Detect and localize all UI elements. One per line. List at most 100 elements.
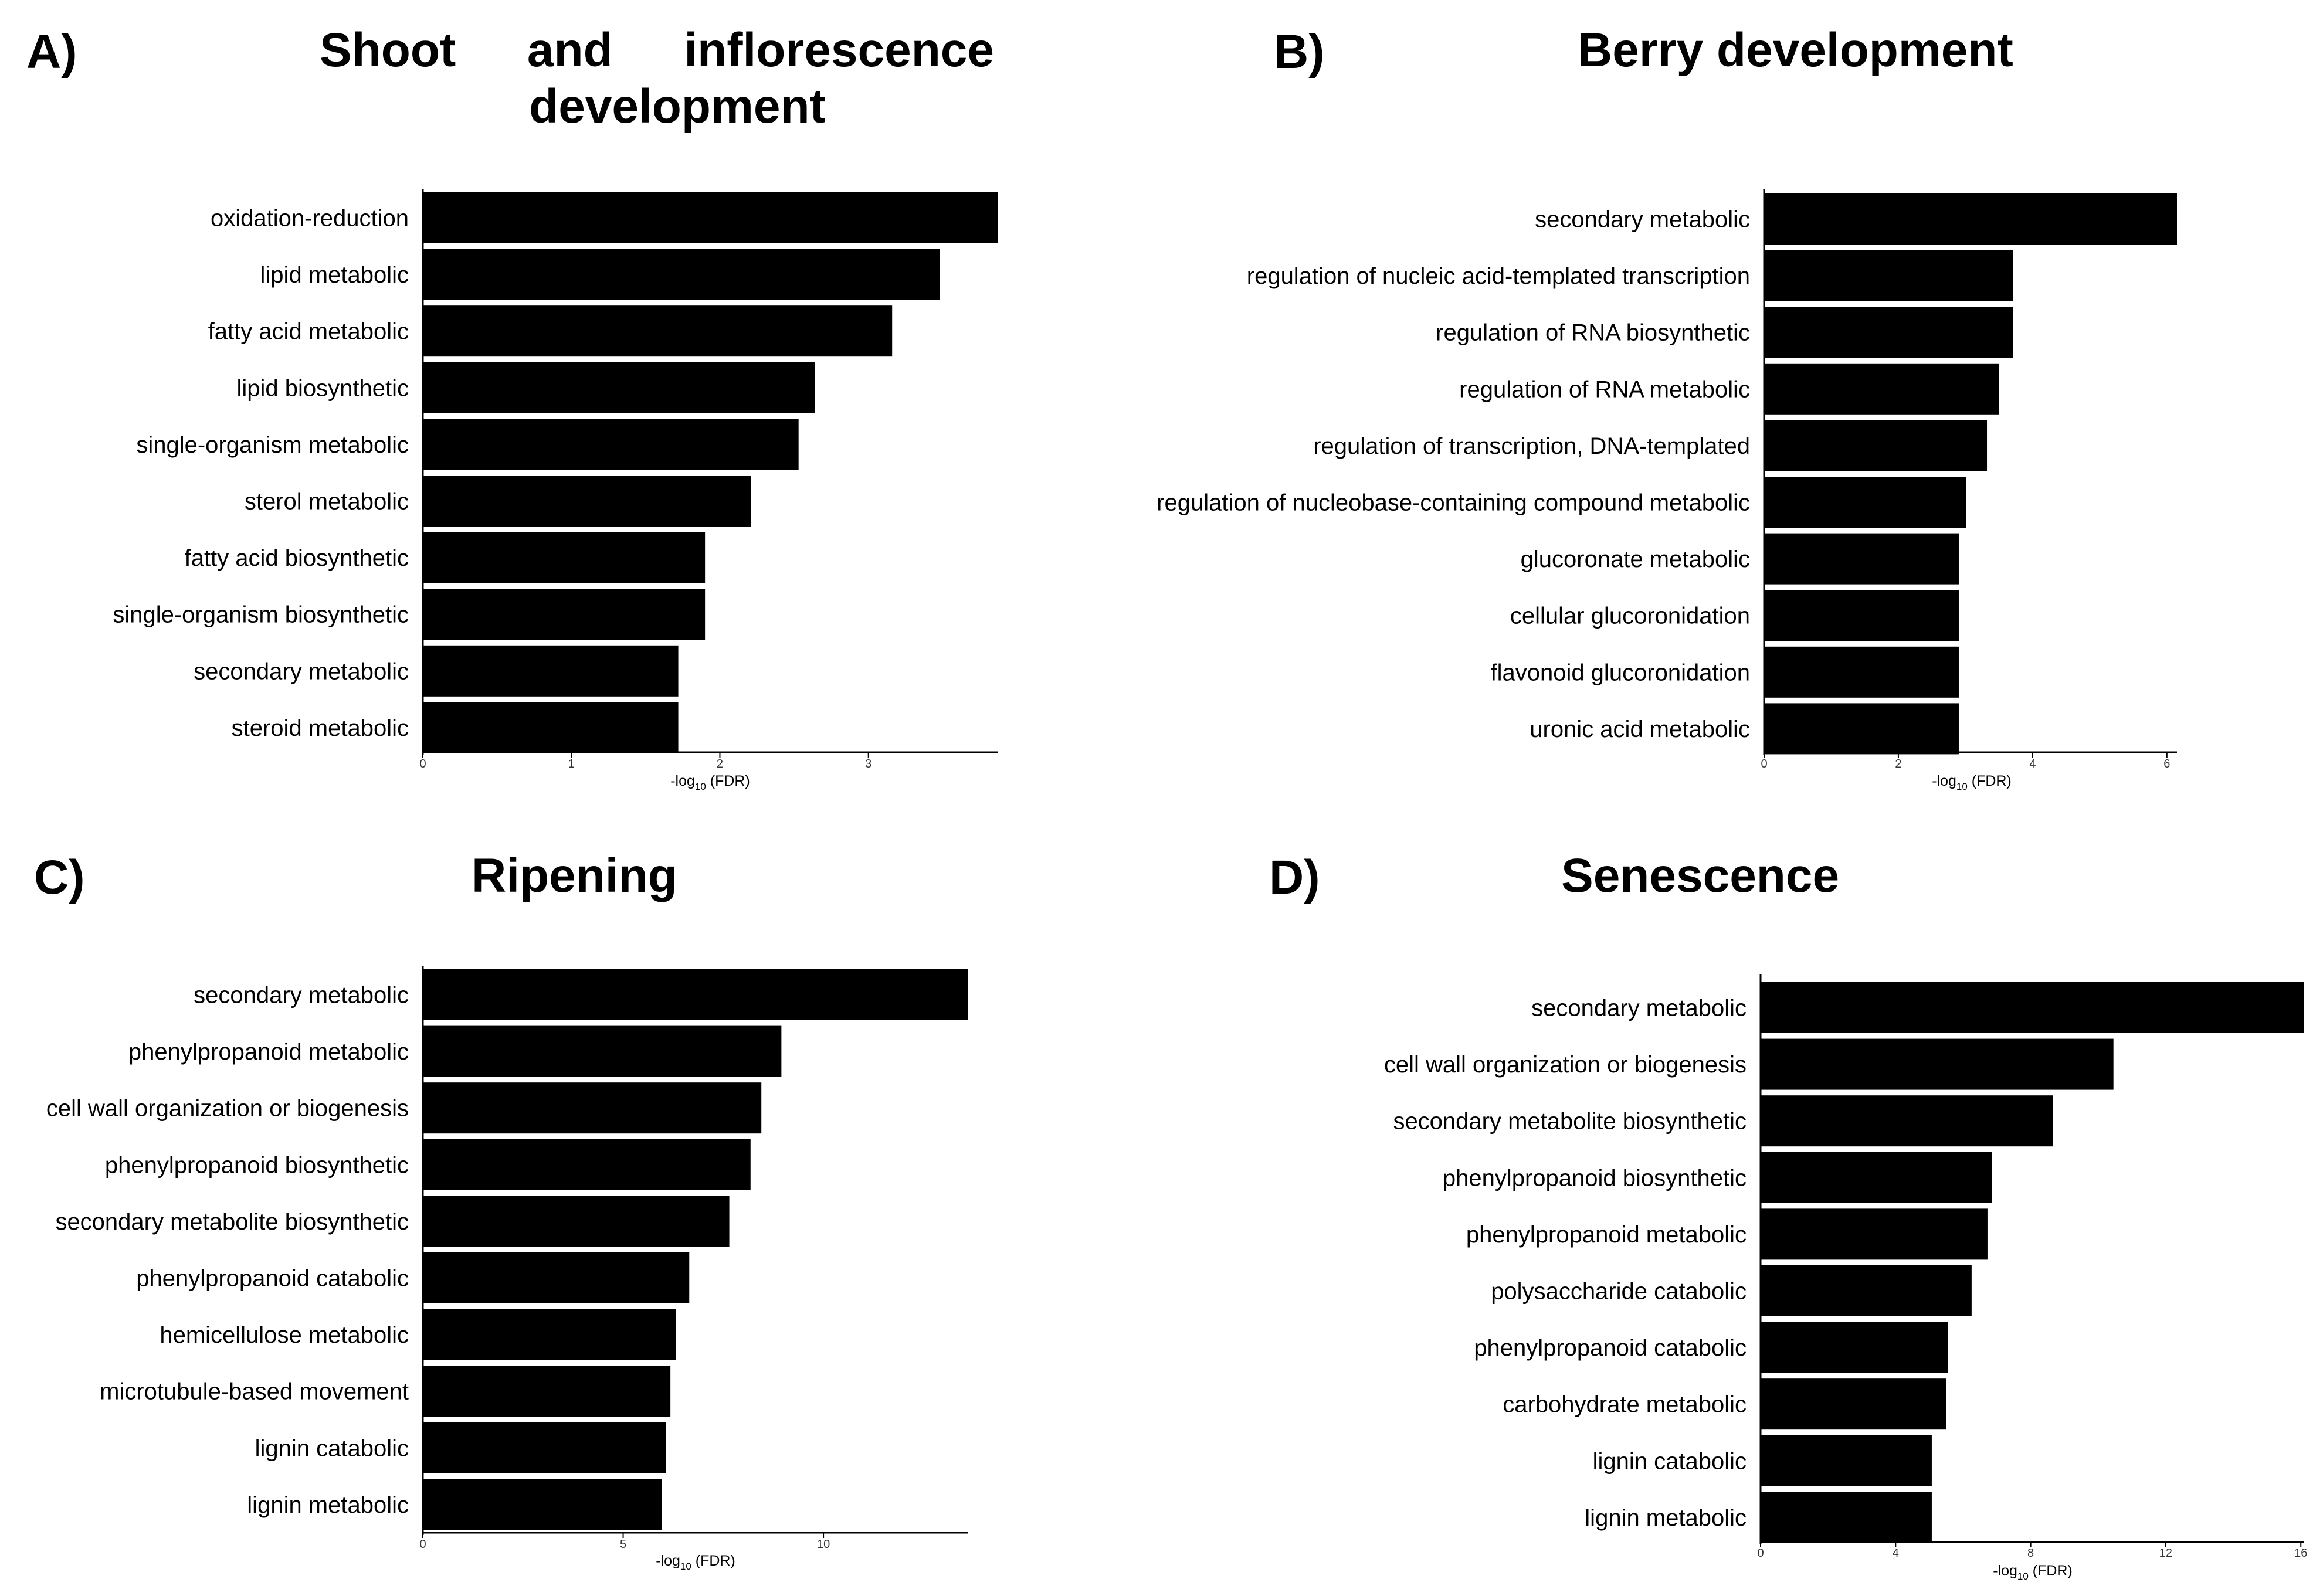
panel-d-bar-8 xyxy=(1761,1378,1946,1430)
panel-d-category-label-6: polysaccharide catabolic xyxy=(1491,1279,1747,1305)
panel-c-category-label-2: phenylpropanoid metabolic xyxy=(128,1039,409,1065)
panel-c-chart: secondary metabolic phenylpropanoid metab… xyxy=(46,966,968,1572)
panel-d-bar-1 xyxy=(1761,982,2304,1033)
panel-c-bar-7 xyxy=(423,1309,676,1360)
panel-b-bar-2 xyxy=(1764,250,2013,301)
panel-a-category-label-6: sterol metabolic xyxy=(245,489,409,515)
panel-a-bar-6 xyxy=(423,476,751,527)
panel-b-letter: B) xyxy=(1274,25,1325,79)
panel-a-category-label-9: secondary metabolic xyxy=(194,658,409,684)
panel-b-x-tick-label-2: 2 xyxy=(1895,758,1901,770)
panel-c-bar-3 xyxy=(423,1082,762,1134)
panel-b-category-label-10: uronic acid metabolic xyxy=(1530,716,1750,742)
panel-b-category-label-8: cellular glucoronidation xyxy=(1510,603,1750,629)
panel-d-bar-10 xyxy=(1761,1492,1932,1543)
panel-a-bar-5 xyxy=(423,419,799,470)
panel-b-category-label-3: regulation of RNA biosynthetic xyxy=(1436,320,1750,346)
panel-a-bar-7 xyxy=(423,532,706,583)
panel-a-bar-4 xyxy=(423,362,815,413)
panel-a-title-line-1: Shoot and inflorescence xyxy=(320,23,994,77)
panel-a-bar-10 xyxy=(423,702,679,753)
panel-b-x-tick-label-4: 6 xyxy=(2163,758,2170,770)
panel-d-bar-2 xyxy=(1761,1038,2114,1090)
panel-a-letter: A) xyxy=(26,25,77,79)
panel-b-category-label-4: regulation of RNA metabolic xyxy=(1459,376,1750,402)
panel-b-category-label-5: regulation of transcription, DNA-templat… xyxy=(1313,433,1750,459)
panel-d-bar-3 xyxy=(1761,1095,2053,1147)
panel-d-bar-5 xyxy=(1761,1208,1988,1260)
panel-c-category-label-5: secondary metabolite biosynthetic xyxy=(55,1209,409,1235)
panel-b-bar-5 xyxy=(1764,420,1988,471)
panel-c-bar-5 xyxy=(423,1196,730,1247)
panel-d-category-label-2: cell wall organization or biogenesis xyxy=(1384,1052,1747,1078)
panel-b-bar-4 xyxy=(1764,363,1999,415)
panel-c-x-tick-label-3: 10 xyxy=(817,1538,830,1551)
panel-a-title: Shoot and inflorescence development xyxy=(320,22,994,135)
panel-c-bar-8 xyxy=(423,1366,671,1417)
panel-a-x-axis-title: -log10 (FDR) xyxy=(670,773,750,792)
panel-d-x-tick-label-3: 8 xyxy=(2027,1547,2034,1560)
panel-a-x-tick-label-1: 0 xyxy=(419,758,426,770)
panel-c-bar-4 xyxy=(423,1139,751,1190)
panel-c-x-tick-label-2: 5 xyxy=(620,1538,626,1551)
panel-c-category-label-4: phenylpropanoid biosynthetic xyxy=(105,1152,409,1178)
panel-a-bar-3 xyxy=(423,305,893,357)
panel-b-category-label-9: flavonoid glucoronidation xyxy=(1490,660,1750,685)
panel-a-category-label-7: fatty acid biosynthetic xyxy=(185,545,409,571)
panel-a-title-line-2: development xyxy=(529,80,826,133)
panel-a-x-tick-label-2: 1 xyxy=(568,758,575,770)
panel-a-category-label-5: single-organism metabolic xyxy=(136,432,409,458)
panel-d-bar-9 xyxy=(1761,1435,1932,1486)
panel-c-category-label-1: secondary metabolic xyxy=(194,983,409,1008)
panel-d-category-label-10: lignin metabolic xyxy=(1585,1505,1747,1531)
panel-b-title: Berry development xyxy=(1578,23,2013,77)
panel-d-category-label-3: secondary metabolite biosynthetic xyxy=(1393,1109,1747,1135)
panel-c-category-label-3: cell wall organization or biogenesis xyxy=(46,1096,409,1122)
panel-d-x-tick-label-5: 16 xyxy=(2294,1547,2307,1560)
panel-a-x-tick-label-4: 3 xyxy=(865,758,871,770)
panel-d-category-label-1: secondary metabolic xyxy=(1531,996,1747,1021)
panel-c-category-label-10: lignin metabolic xyxy=(247,1492,409,1518)
panel-a-bar-1 xyxy=(423,192,998,243)
panel-a-category-label-10: steroid metabolic xyxy=(232,715,409,741)
panel-c-category-label-9: lignin catabolic xyxy=(255,1435,409,1461)
panel-b-category-label-7: glucoronate metabolic xyxy=(1521,546,1750,572)
panel-b-bar-6 xyxy=(1764,477,1966,528)
panel-d-category-label-9: lignin catabolic xyxy=(1593,1448,1747,1474)
panel-c-x-tick-label-1: 0 xyxy=(419,1538,426,1551)
panel-b-category-label-6: regulation of nucleobase-containing comp… xyxy=(1157,490,1750,516)
panel-b-category-label-2: regulation of nucleic acid-templated tra… xyxy=(1247,263,1750,289)
panel-a-chart: oxidation-reduction lipid metabolic fatty … xyxy=(113,189,998,792)
panel-d-bar-4 xyxy=(1761,1152,1992,1203)
panel-a-bar-2 xyxy=(423,249,940,300)
panel-d-category-label-8: carbohydrate metabolic xyxy=(1503,1392,1747,1418)
panel-d-x-tick-label-2: 4 xyxy=(1893,1547,1899,1560)
panel-a-x-tick-label-3: 2 xyxy=(717,758,723,770)
panel-b-x-tick-label-3: 4 xyxy=(2029,758,2036,770)
panel-a-category-label-1: oxidation-reduction xyxy=(211,206,409,232)
panel-c-title: Ripening xyxy=(472,849,677,902)
panel-b-x-axis-title: -log10 (FDR) xyxy=(1932,773,2012,792)
panel-c-x-axis-title: -log10 (FDR) xyxy=(656,1553,735,1572)
panel-c-category-label-8: microtubule-based movement xyxy=(100,1379,409,1405)
panel-b-bar-1 xyxy=(1764,193,2177,245)
panel-c-bar-9 xyxy=(423,1422,666,1473)
panel-b-category-label-1: secondary metabolic xyxy=(1535,207,1750,233)
panel-a-bar-8 xyxy=(423,589,706,640)
panel-d-title: Senescence xyxy=(1561,849,1840,902)
panel-d-category-label-5: phenylpropanoid metabolic xyxy=(1466,1222,1747,1248)
panel-c-bar-10 xyxy=(423,1479,662,1530)
panel-c-category-label-7: hemicellulose metabolic xyxy=(160,1322,409,1348)
panel-a-category-label-2: lipid metabolic xyxy=(260,262,409,288)
panel-b-bar-3 xyxy=(1764,307,2013,358)
panel-d-x-tick-label-4: 12 xyxy=(2159,1547,2172,1560)
panel-c-bar-6 xyxy=(423,1252,690,1303)
panel-a-category-label-3: fatty acid metabolic xyxy=(208,319,409,345)
panel-d-x-axis-title: -log10 (FDR) xyxy=(1993,1563,2073,1582)
panel-d-bar-6 xyxy=(1761,1265,1972,1316)
panel-a-bar-9 xyxy=(423,645,679,697)
panel-b-bar-7 xyxy=(1764,533,1959,585)
panel-d-category-label-7: phenylpropanoid catabolic xyxy=(1474,1335,1747,1361)
panel-b-chart: secondary metabolic regulation of nucleic… xyxy=(1157,189,2177,792)
panel-d-chart: secondary metabolic cell wall organizatio… xyxy=(1384,974,2307,1582)
